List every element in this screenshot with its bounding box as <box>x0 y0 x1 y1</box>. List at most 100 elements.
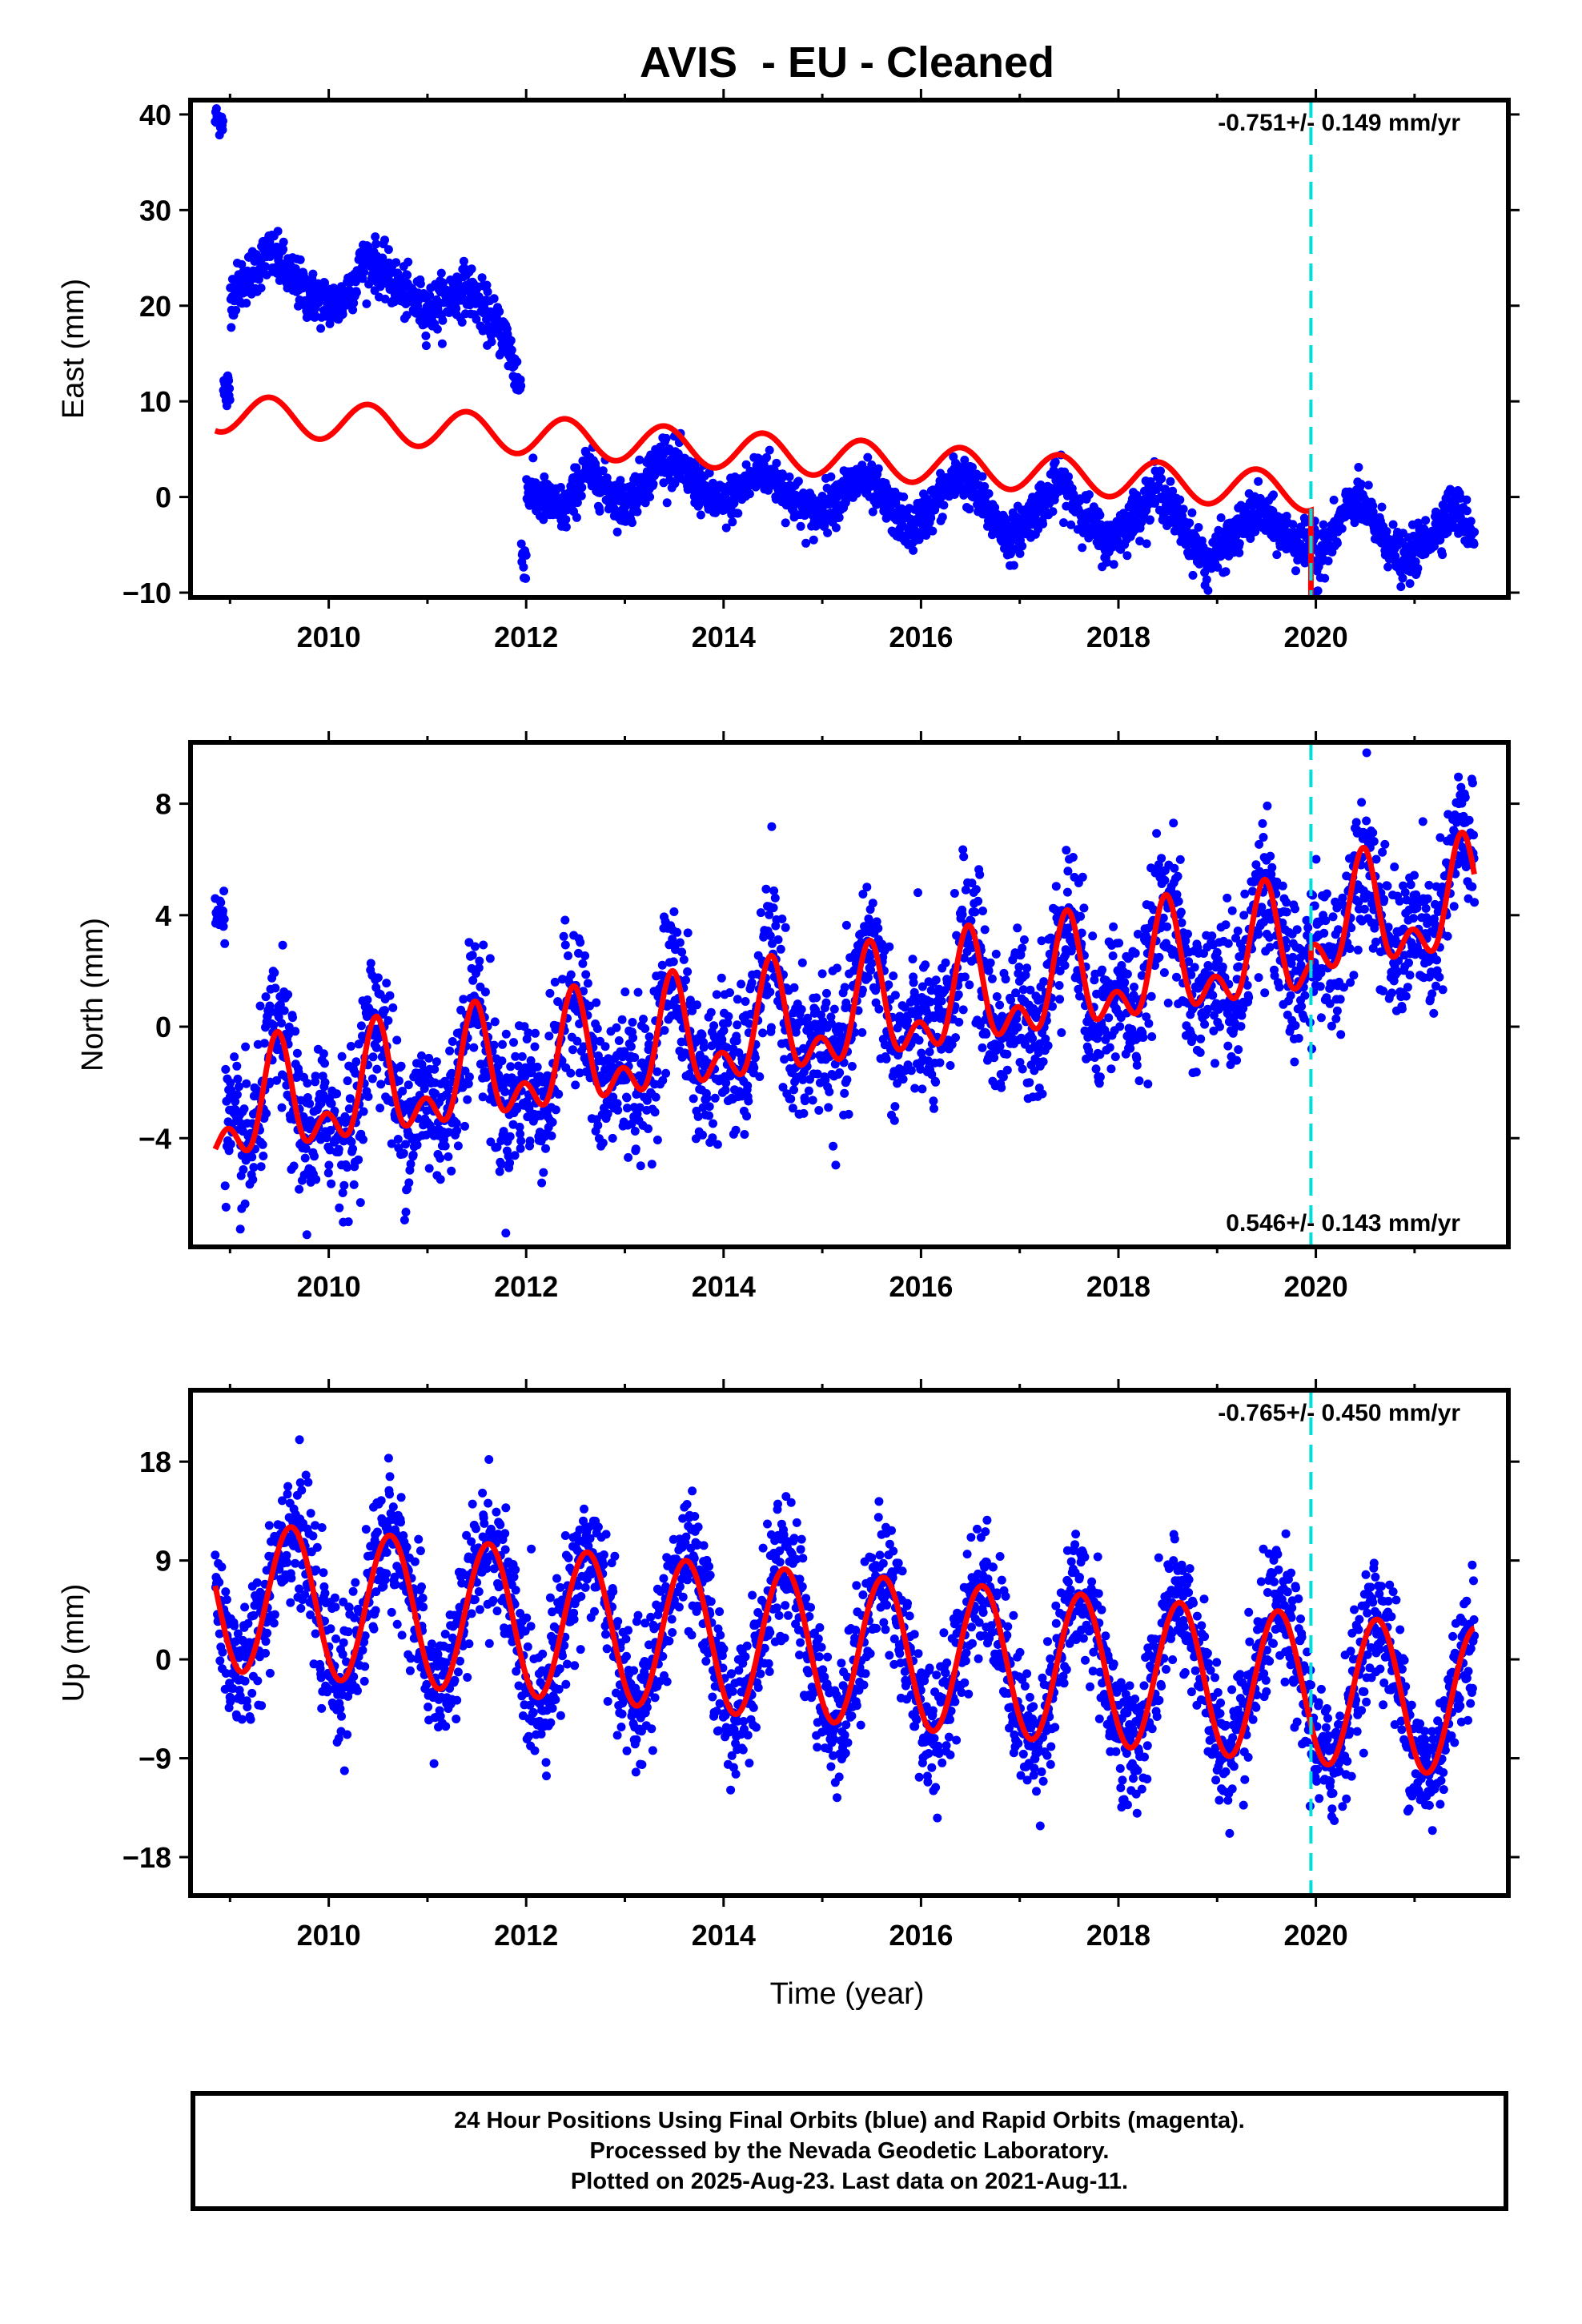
data-point <box>608 1133 617 1143</box>
data-point <box>927 1070 937 1080</box>
data-point <box>698 1130 707 1140</box>
data-point <box>226 1078 235 1088</box>
data-point <box>311 1175 321 1184</box>
data-point <box>457 317 467 327</box>
data-point <box>412 1140 422 1150</box>
data-point <box>899 493 909 501</box>
data-point <box>468 951 477 960</box>
data-point <box>814 1106 824 1115</box>
data-point <box>1016 950 1026 959</box>
data-point <box>647 1160 656 1169</box>
data-point <box>256 283 266 293</box>
data-point <box>595 506 604 516</box>
data-point <box>482 1072 491 1082</box>
data-point <box>1041 1034 1050 1043</box>
data-point <box>965 980 974 990</box>
data-point <box>947 1039 957 1049</box>
data-point <box>741 997 750 1006</box>
data-point <box>1109 560 1118 569</box>
data-point <box>1398 573 1407 583</box>
data-point <box>713 1140 722 1149</box>
data-point <box>612 1099 622 1108</box>
data-point <box>622 1093 632 1103</box>
data-point <box>235 1082 243 1092</box>
data-point <box>662 498 672 508</box>
data-point <box>231 1097 240 1106</box>
data-point <box>1188 570 1198 580</box>
data-point <box>422 1106 432 1116</box>
model-curve <box>214 394 1314 597</box>
data-point <box>291 264 300 273</box>
data-point <box>1377 502 1387 512</box>
data-point <box>308 269 318 279</box>
data-point <box>890 991 900 1000</box>
data-point <box>521 550 531 560</box>
data-point <box>424 1164 434 1173</box>
data-point <box>858 890 868 899</box>
data-point <box>247 1152 257 1162</box>
data-point <box>346 1042 355 1051</box>
data-point <box>755 1072 765 1081</box>
data-point <box>1421 516 1431 525</box>
data-point <box>480 987 490 997</box>
data-point <box>826 1012 836 1022</box>
data-point <box>765 910 774 919</box>
data-point <box>356 1021 366 1031</box>
data-point <box>505 1158 515 1168</box>
data-point <box>568 1045 577 1055</box>
data-point <box>1018 1064 1027 1074</box>
data-point <box>761 884 771 894</box>
data-point <box>825 1087 834 1096</box>
data-point <box>797 1005 806 1014</box>
data-point <box>660 1026 669 1035</box>
data-point <box>921 960 930 970</box>
data-point <box>661 433 671 443</box>
data-point <box>495 1167 504 1176</box>
data-point <box>1018 943 1027 953</box>
data-point <box>1185 518 1195 528</box>
data-point <box>572 1036 582 1046</box>
data-point <box>273 227 283 236</box>
data-point <box>520 1022 529 1031</box>
data-point <box>540 472 549 481</box>
data-point <box>648 479 658 489</box>
data-point <box>1074 984 1083 994</box>
data-point <box>452 1126 462 1136</box>
y-tick-label: 20 <box>139 290 171 323</box>
data-point <box>519 562 528 572</box>
data-point <box>1022 963 1032 973</box>
data-point <box>1178 505 1188 514</box>
data-point <box>380 235 389 245</box>
data-point <box>490 1017 500 1027</box>
data-point <box>705 1111 714 1120</box>
data-point <box>556 483 565 492</box>
data-point <box>218 125 227 135</box>
data-point <box>975 870 985 879</box>
data-point <box>572 498 582 508</box>
data-point <box>847 1062 857 1071</box>
data-point <box>1079 903 1089 913</box>
data-point <box>913 888 922 898</box>
data-point <box>320 1059 329 1068</box>
data-point <box>604 1054 613 1063</box>
y-tick-label: 0 <box>155 481 171 514</box>
velocity-label: -0.751+/- 0.149 mm/yr <box>1218 110 1460 136</box>
data-point <box>559 931 568 941</box>
data-point <box>831 523 841 533</box>
data-point <box>967 879 977 888</box>
data-point <box>306 1116 315 1125</box>
data-point <box>447 1068 456 1078</box>
data-point <box>477 273 487 283</box>
data-point <box>338 309 347 319</box>
data-point <box>579 1042 588 1051</box>
data-point <box>975 1020 985 1030</box>
data-point <box>1077 928 1086 938</box>
data-point <box>482 280 492 290</box>
data-point <box>242 299 251 308</box>
data-point <box>867 959 877 968</box>
data-point <box>1019 935 1029 944</box>
data-point <box>371 239 381 249</box>
data-point <box>431 1089 440 1099</box>
data-point <box>464 1079 473 1088</box>
data-point <box>717 973 726 983</box>
